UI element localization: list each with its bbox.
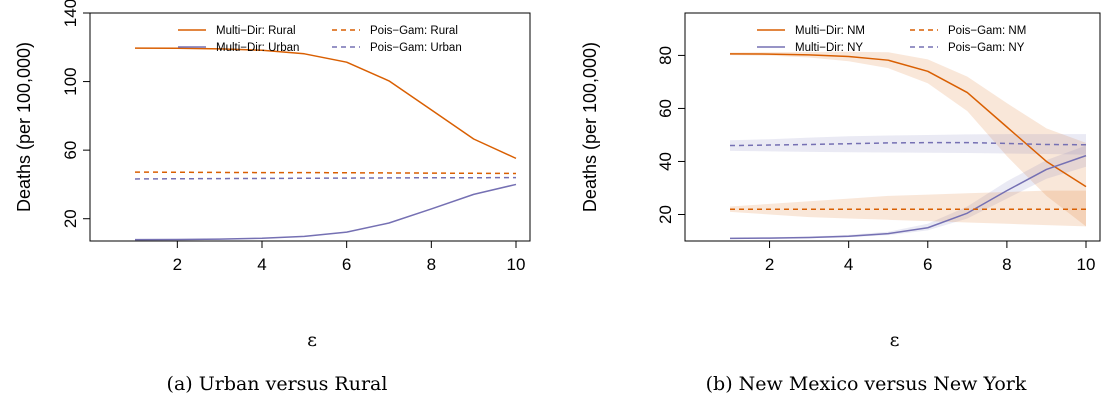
y-axis-title: Deaths (per 100,000): [580, 42, 600, 212]
legend-label-2: Pois−Gam: Rural: [370, 25, 458, 37]
x-tick-label: 4: [844, 255, 853, 274]
x-tick-label: 8: [1002, 255, 1011, 274]
legend-label-0: Multi−Dir: NM: [795, 25, 865, 37]
panel-nm-ny: 2 4 6 8 10 20 40 60 80 Deaths (per 100,000) ε Multi…: [580, 12, 1101, 395]
legend-label-1: Multi−Dir: NY: [795, 42, 863, 54]
series-line-0: [729, 53, 1087, 188]
confidence-band-1: [730, 145, 1086, 239]
x-tick-label: 6: [923, 255, 932, 274]
series-line-1: [134, 183, 517, 241]
x-tick-label: 10: [507, 255, 526, 274]
figure-caption: (b) New Mexico versus New York: [706, 373, 1027, 395]
x-tick-label: 2: [173, 255, 182, 274]
x-tick-label: 10: [1077, 255, 1096, 274]
confidence-band-0: [730, 51, 1086, 227]
y-tick-label: 80: [656, 46, 675, 65]
series-line-2: [134, 171, 517, 175]
legend-label-1: Multi−Dir: Urban: [216, 42, 299, 54]
x-tick-label: 4: [257, 255, 266, 274]
y-tick-label: 20: [656, 205, 675, 224]
y-tick-label: 20: [61, 209, 80, 228]
panel-urban-rural: 2 4 6 8 10 20 60 100 140 Deaths (per 100,000) ε Mul…: [14, 0, 531, 395]
series-line-3: [134, 176, 517, 180]
y-tick-label: 140: [61, 0, 80, 27]
plot-frame: [684, 12, 1101, 242]
x-tick-label: 2: [765, 255, 774, 274]
confidence-band-3: [730, 134, 1086, 155]
legend-label-2: Pois−Gam: NM: [948, 25, 1026, 37]
x-axis-title: ε: [890, 329, 900, 351]
y-tick-label: 60: [61, 141, 80, 160]
series-line-1: [729, 154, 1087, 240]
x-axis-title: ε: [307, 329, 317, 351]
plot-frame: [89, 12, 531, 242]
y-tick-label: 100: [61, 67, 80, 95]
x-tick-label: 6: [342, 255, 351, 274]
y-tick-label: 60: [656, 99, 675, 118]
legend-label-0: Multi−Dir: Rural: [216, 25, 296, 37]
confidence-band-2: [730, 190, 1086, 227]
legend-label-3: Pois−Gam: Urban: [370, 42, 462, 54]
legend-label-3: Pois−Gam: NY: [948, 42, 1025, 54]
y-axis-title: Deaths (per 100,000): [14, 42, 34, 212]
figure-caption: (a) Urban versus Rural: [167, 373, 388, 395]
series-line-0: [134, 47, 517, 160]
y-tick-label: 40: [656, 152, 675, 171]
x-tick-label: 8: [427, 255, 436, 274]
